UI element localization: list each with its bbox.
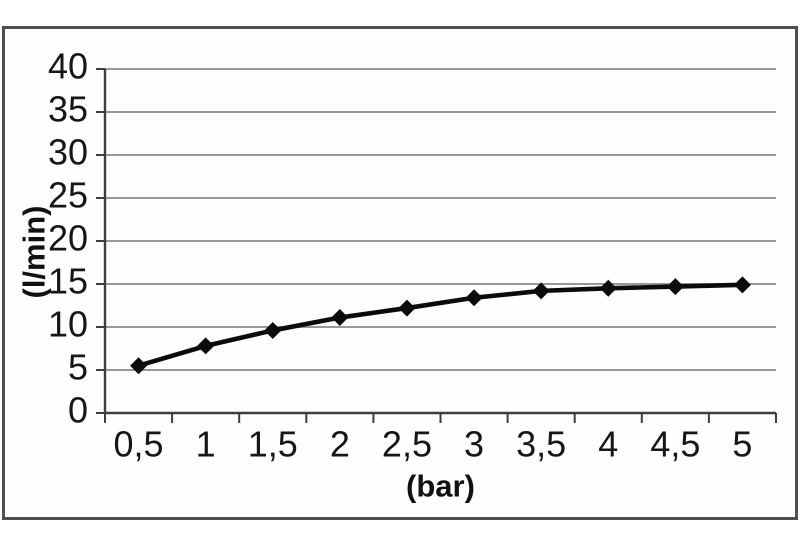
data-point-marker: [465, 289, 483, 307]
data-point-marker: [666, 278, 684, 296]
data-series: [130, 276, 751, 375]
data-point-marker: [130, 357, 148, 375]
x-tick-label: 3: [464, 424, 484, 465]
gridlines: [105, 68, 776, 371]
x-tick-label: 5: [732, 424, 752, 465]
x-tick-label: 3,5: [516, 424, 566, 465]
data-point-marker: [733, 276, 751, 294]
axes: [96, 68, 777, 423]
data-point-marker: [532, 282, 550, 300]
x-tick-label: 2,5: [382, 424, 432, 465]
x-tick-label: 1: [196, 424, 216, 465]
y-axis-title: (l/min): [17, 206, 52, 299]
y-tick-label: 10: [48, 304, 88, 345]
data-point-marker: [599, 279, 617, 297]
y-tick-label: 30: [48, 132, 88, 173]
y-tick-label: 20: [48, 218, 88, 259]
y-tick-label: 35: [48, 89, 88, 130]
y-tick-label: 40: [48, 46, 88, 87]
data-point-marker: [331, 309, 349, 327]
y-tick-label: 15: [48, 261, 88, 302]
x-tick-label: 0,5: [114, 424, 164, 465]
data-point-marker: [398, 299, 416, 317]
y-tick-label: 0: [68, 390, 88, 431]
y-tick-label: 25: [48, 175, 88, 216]
data-point-marker: [197, 337, 215, 355]
chart-frame: 0 5 10 15 20 25 30 35 40 0,5 1 1,5 2 2,5 3 3,5 4 4,5 5 (l/…: [2, 26, 798, 520]
x-axis-title: (bar): [406, 469, 475, 504]
x-tick-label: 1,5: [248, 424, 298, 465]
data-line: [137, 282, 743, 368]
x-tick-label: 2: [330, 424, 350, 465]
x-tick-label: 4,5: [650, 424, 700, 465]
y-tick-label: 5: [68, 347, 88, 388]
x-tick-label: 4: [598, 424, 618, 465]
data-point-marker: [264, 321, 282, 339]
